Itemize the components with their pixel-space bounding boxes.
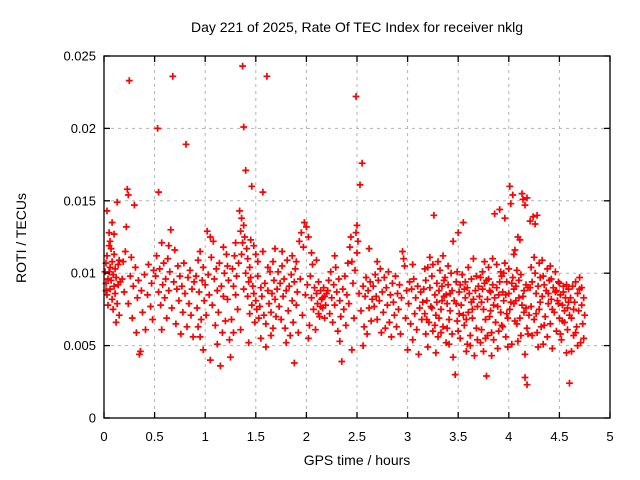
x-tick-label: 0 — [100, 429, 107, 444]
x-tick-label: 4 — [505, 429, 512, 444]
x-tick-label: 3 — [404, 429, 411, 444]
scatter-points — [101, 62, 589, 389]
x-tick-label: 3.5 — [449, 429, 467, 444]
x-tick-label: 1.5 — [247, 429, 265, 444]
chart-title: Day 221 of 2025, Rate Of TEC Index for r… — [190, 19, 524, 35]
x-tick-label: 1 — [202, 429, 209, 444]
x-axis-title: GPS time / hours — [303, 452, 411, 468]
y-tick-label: 0 — [89, 411, 96, 426]
x-tick-label: 2 — [303, 429, 310, 444]
y-tick-label: 0.025 — [63, 49, 96, 64]
x-tick-label: 4.5 — [550, 429, 568, 444]
x-tick-label: 0.5 — [146, 429, 164, 444]
y-tick-label: 0.02 — [71, 121, 96, 136]
x-tick-label: 2.5 — [348, 429, 366, 444]
y-tick-label: 0.015 — [63, 193, 96, 208]
y-tick-label: 0.01 — [71, 266, 96, 281]
x-tick-label: 5 — [606, 429, 613, 444]
plot-border — [103, 55, 611, 419]
y-tick-label: 0.005 — [63, 338, 96, 353]
